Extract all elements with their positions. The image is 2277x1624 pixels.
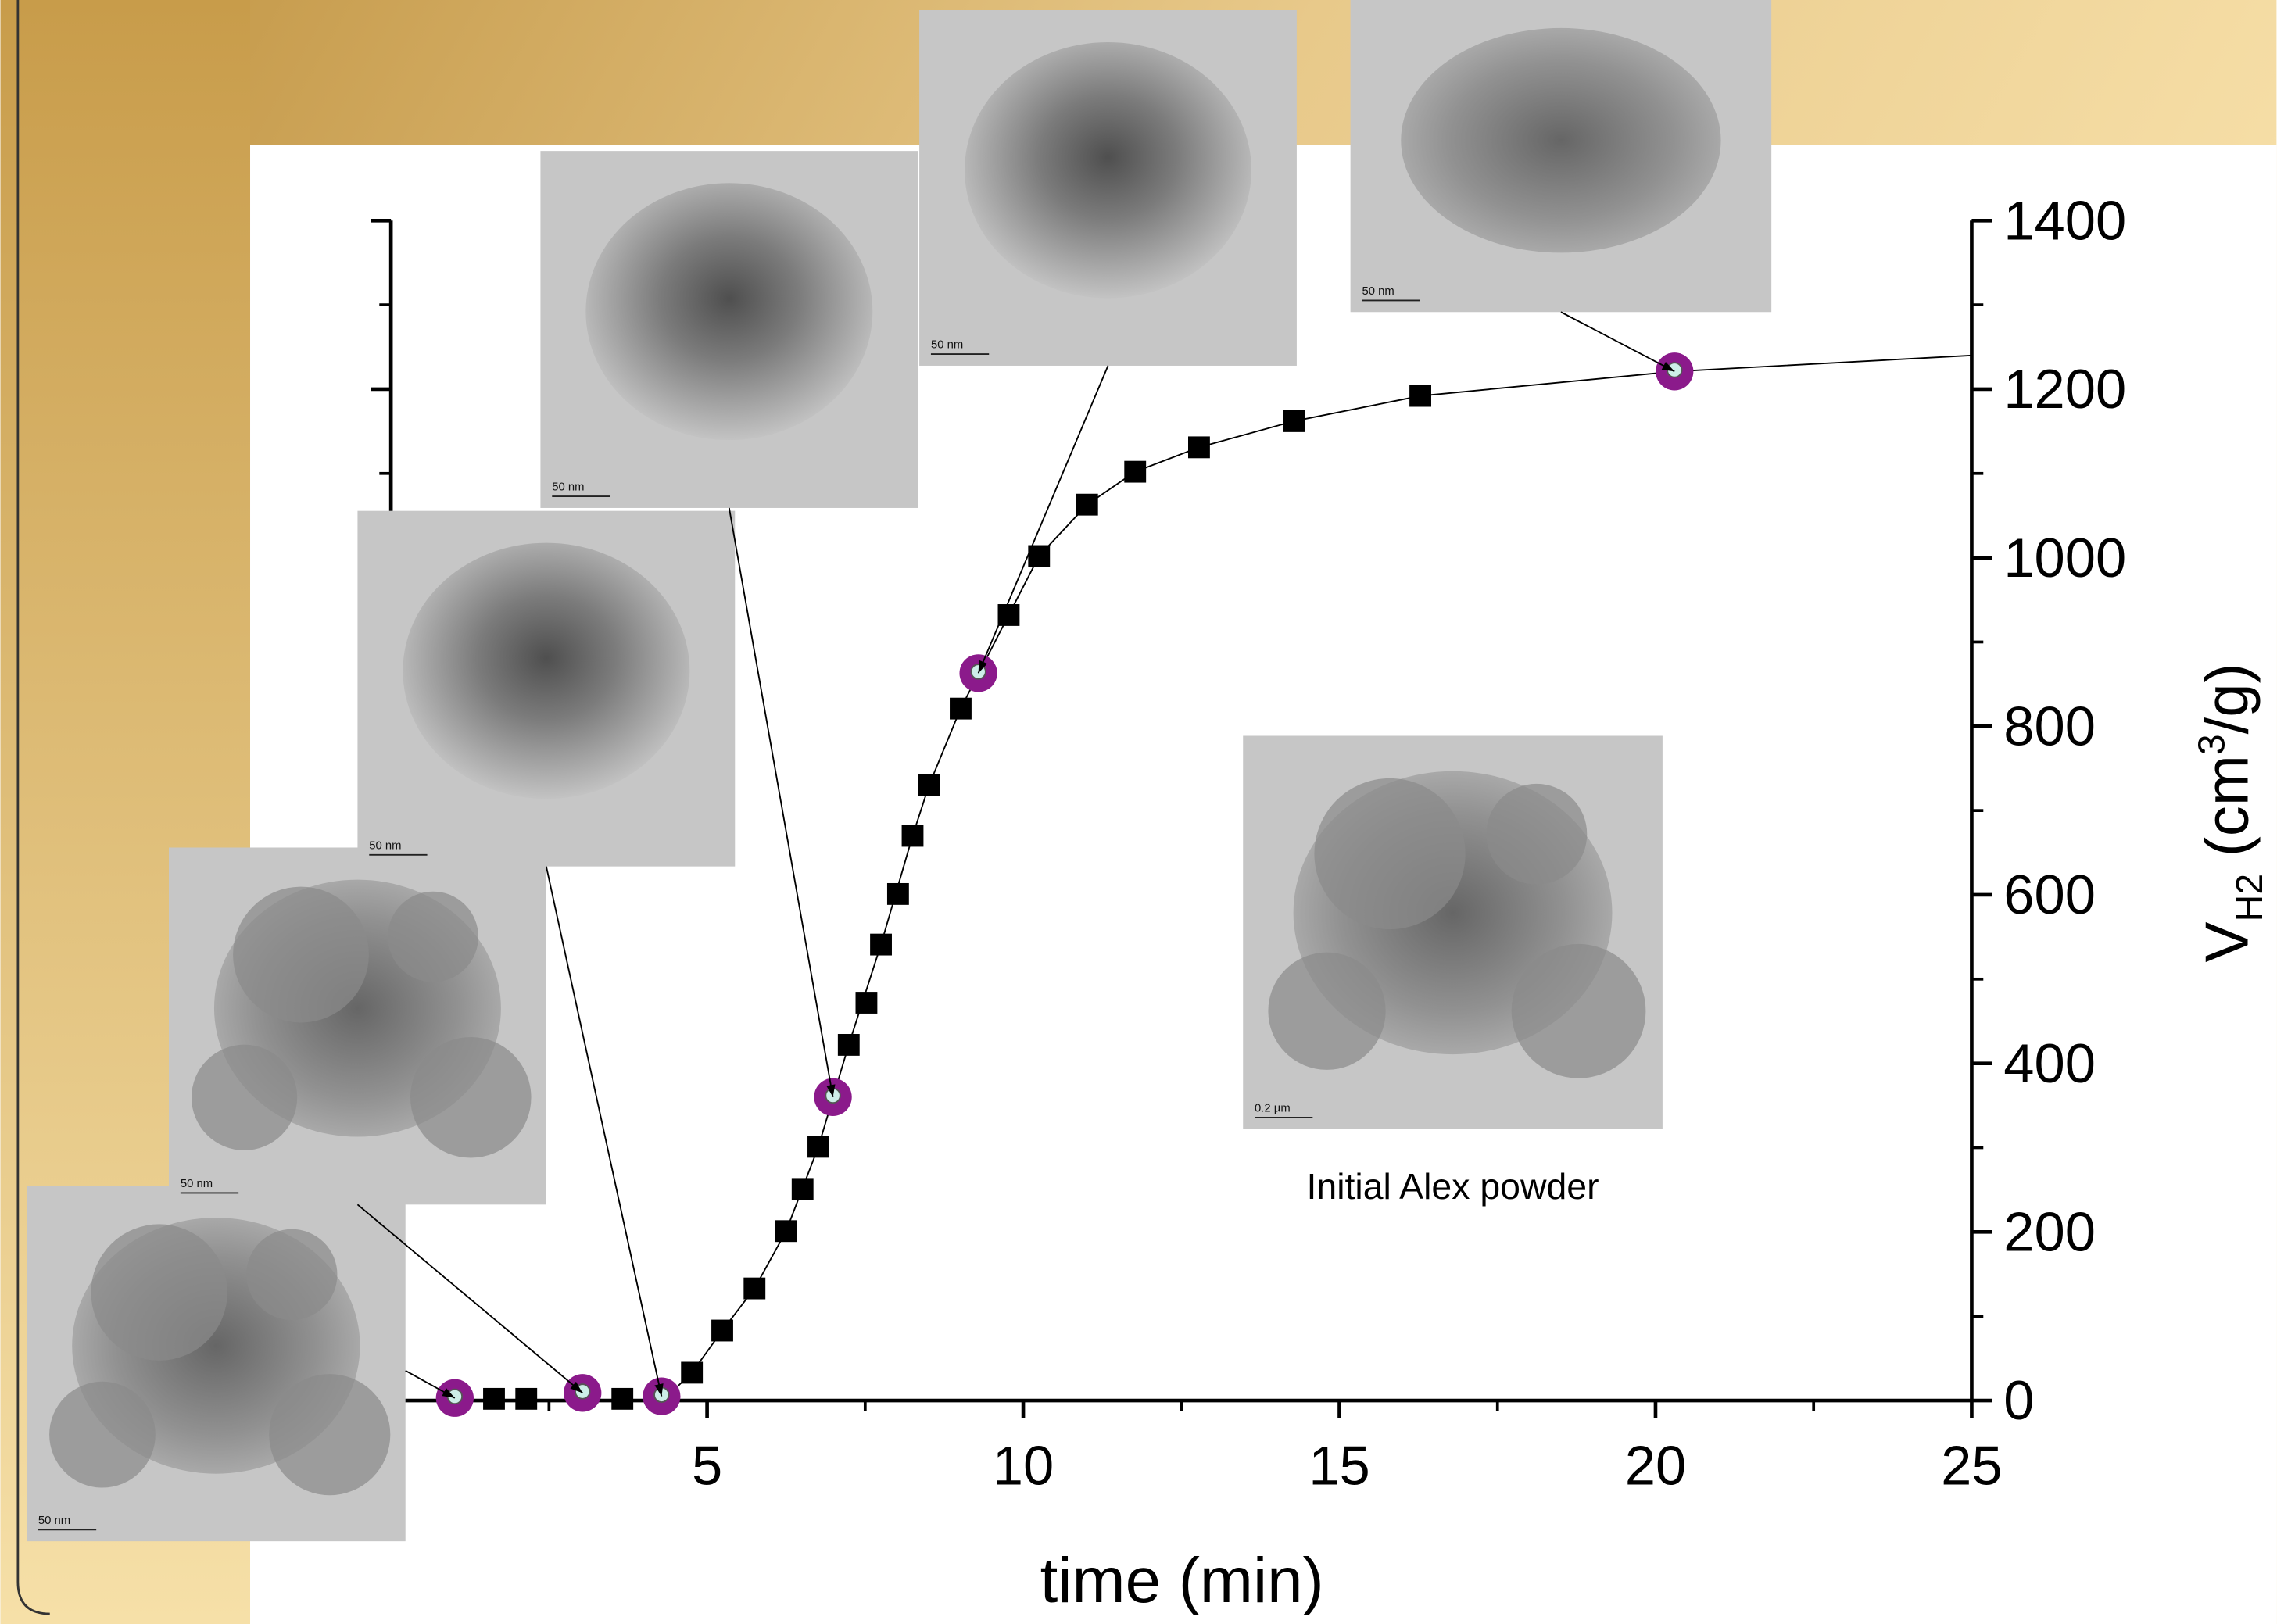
micrograph: 50 nm (1350, 0, 1772, 313)
particle (91, 1224, 227, 1361)
x-axis-label: time (min) (1040, 1545, 1324, 1616)
y-axis-label: VH2 (cm3/g) (2191, 663, 2271, 962)
x-tick-label: 10 (993, 1435, 1054, 1497)
micrograph: 50 nm (169, 847, 546, 1205)
y-tick-label: 1400 (2003, 189, 2126, 251)
scale-label: 50 nm (552, 481, 584, 494)
y-label-close: /g) (2192, 663, 2261, 734)
micrograph: 50 nm (357, 510, 736, 867)
square-point (855, 992, 878, 1014)
square-point (1188, 436, 1210, 459)
square-point (870, 933, 892, 956)
particle (191, 1044, 298, 1150)
arrow-head (1661, 361, 1675, 372)
image-caption: Initial Alex powder (1307, 1166, 1599, 1207)
micrograph: 0.2 µm (1243, 735, 1663, 1129)
scale-label: 50 nm (1362, 285, 1394, 298)
frame-border (16, 0, 50, 1615)
square-point (743, 1277, 766, 1300)
square-point (837, 1034, 860, 1056)
y-label-main: V (2192, 921, 2261, 962)
x-tick-label: 5 (692, 1435, 722, 1497)
particle (233, 886, 369, 1023)
scale-label: 50 nm (181, 1178, 213, 1190)
pointer-arrow (728, 507, 834, 1097)
y-label-open: (cm (2192, 755, 2261, 874)
square-point (515, 1387, 538, 1410)
particle (1486, 783, 1588, 885)
y-label-sub: H2 (2229, 874, 2271, 922)
square-point (1409, 385, 1431, 407)
square-point (997, 604, 1020, 626)
square-point (483, 1387, 505, 1410)
micrograph-blob (1401, 27, 1721, 253)
square-point (1076, 493, 1098, 516)
square-point (775, 1220, 797, 1243)
particle (388, 891, 478, 982)
y-tick-label: 800 (2003, 695, 2096, 757)
scale-label: 50 nm (369, 839, 401, 852)
square-point (886, 882, 909, 905)
scale-label: 50 nm (931, 339, 963, 352)
micrograph: 50 nm (27, 1186, 406, 1542)
arrow-head (654, 1383, 664, 1397)
particle (410, 1037, 532, 1158)
y-tick-label: 1000 (2003, 527, 2126, 588)
pointer-arrow (1560, 311, 1675, 373)
y-tick-label: 200 (2003, 1200, 2096, 1262)
particle (246, 1229, 338, 1321)
square-point (1283, 410, 1305, 432)
square-point (807, 1136, 829, 1158)
particle (269, 1374, 391, 1496)
particle (49, 1381, 156, 1488)
micrograph-blob (585, 183, 873, 441)
micrograph-blob (965, 41, 1251, 299)
x-tick-label: 20 (1625, 1435, 1686, 1497)
pointer-arrow (356, 1204, 583, 1394)
square-point (681, 1361, 704, 1384)
y-tick-label: 0 (2003, 1369, 2034, 1431)
micrograph: 50 nm (919, 9, 1297, 366)
particle (1314, 778, 1466, 930)
scale-label: 0.2 µm (1255, 1102, 1291, 1114)
y-tick-label: 400 (2003, 1032, 2096, 1094)
pointer-arrow (545, 866, 663, 1397)
x-tick-label: 15 (1309, 1435, 1369, 1497)
particle (1268, 952, 1386, 1070)
square-point (1124, 460, 1147, 483)
arrow-head (442, 1388, 455, 1398)
square-point (918, 774, 940, 796)
y-tick-label: 600 (2003, 864, 2096, 925)
arrow-head (826, 1084, 836, 1097)
arrow-head (570, 1381, 583, 1393)
arrow-head (978, 660, 988, 674)
square-point (711, 1319, 733, 1342)
micrographs: 50 nm 50 nm 50 nm 50 nm 50 nm 50 nm 0.2 µm Init… (27, 0, 1772, 1542)
y-label-sup: 3 (2191, 734, 2233, 755)
square-point (791, 1178, 814, 1200)
micrograph-blob (403, 542, 690, 799)
micrograph: 50 nm (540, 151, 918, 508)
y-tick-label: 1200 (2003, 358, 2126, 420)
scale-label: 50 nm (38, 1515, 70, 1527)
particle (1511, 943, 1646, 1078)
square-point (611, 1387, 634, 1410)
square-point (950, 697, 972, 720)
square-point (1028, 545, 1051, 567)
square-point (901, 825, 924, 847)
pointer-arrow (977, 365, 1109, 674)
x-tick-label: 25 (1941, 1435, 2002, 1497)
